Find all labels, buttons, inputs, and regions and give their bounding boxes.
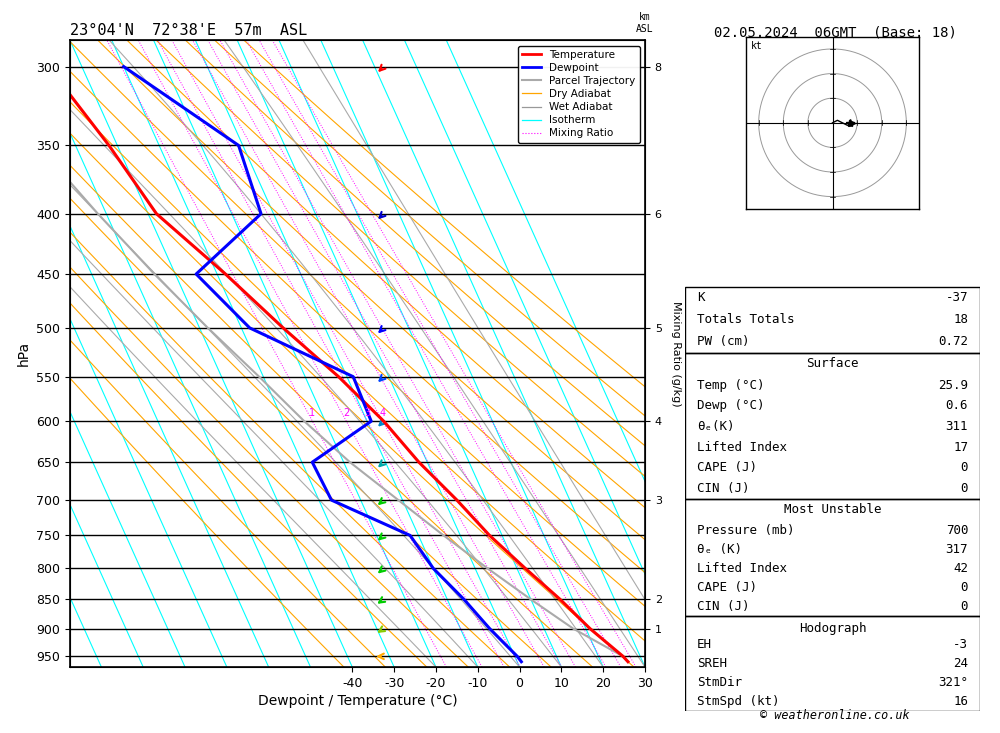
Legend: Temperature, Dewpoint, Parcel Trajectory, Dry Adiabat, Wet Adiabat, Isotherm, Mi: Temperature, Dewpoint, Parcel Trajectory… xyxy=(518,45,640,143)
Text: Lifted Index: Lifted Index xyxy=(697,441,787,454)
Text: 24: 24 xyxy=(953,658,968,670)
Bar xyxy=(685,499,980,616)
Text: CIN (J): CIN (J) xyxy=(697,482,749,495)
Text: 17: 17 xyxy=(953,441,968,454)
Text: 0: 0 xyxy=(961,461,968,474)
Text: CIN (J): CIN (J) xyxy=(697,600,749,613)
Text: Most Unstable: Most Unstable xyxy=(784,503,881,516)
Text: 16: 16 xyxy=(953,695,968,708)
X-axis label: Dewpoint / Temperature (°C): Dewpoint / Temperature (°C) xyxy=(258,694,457,708)
Text: 23°04'N  72°38'E  57m  ASL: 23°04'N 72°38'E 57m ASL xyxy=(70,23,307,38)
Text: 0: 0 xyxy=(961,581,968,594)
Text: EH: EH xyxy=(697,638,712,652)
Text: StmDir: StmDir xyxy=(697,676,742,689)
Text: 3: 3 xyxy=(364,408,370,418)
Bar xyxy=(685,287,980,353)
Text: 1: 1 xyxy=(309,408,315,418)
Text: CAPE (J): CAPE (J) xyxy=(697,581,757,594)
Text: 321°: 321° xyxy=(938,676,968,689)
Text: θₑ(K): θₑ(K) xyxy=(697,420,734,433)
Text: 2: 2 xyxy=(343,408,349,418)
Bar xyxy=(685,353,980,499)
Text: -37: -37 xyxy=(946,292,968,304)
Text: 0: 0 xyxy=(961,600,968,613)
Y-axis label: hPa: hPa xyxy=(17,341,31,366)
Text: 18: 18 xyxy=(953,313,968,326)
Text: 02.05.2024  06GMT  (Base: 18): 02.05.2024 06GMT (Base: 18) xyxy=(714,26,956,40)
Text: 0.72: 0.72 xyxy=(938,335,968,348)
Y-axis label: Mixing Ratio (g/kg): Mixing Ratio (g/kg) xyxy=(671,301,681,407)
Text: Surface: Surface xyxy=(806,357,859,370)
Text: 42: 42 xyxy=(953,562,968,575)
Text: 25.9: 25.9 xyxy=(938,378,968,391)
Text: Dewp (°C): Dewp (°C) xyxy=(697,399,764,412)
Text: © weatheronline.co.uk: © weatheronline.co.uk xyxy=(760,709,910,722)
Text: Temp (°C): Temp (°C) xyxy=(697,378,764,391)
Text: 317: 317 xyxy=(946,543,968,556)
Text: km
ASL: km ASL xyxy=(636,12,654,34)
Text: 0: 0 xyxy=(961,482,968,495)
Bar xyxy=(685,616,980,711)
Text: 700: 700 xyxy=(946,524,968,537)
Text: -3: -3 xyxy=(953,638,968,652)
Text: 311: 311 xyxy=(946,420,968,433)
Text: θₑ (K): θₑ (K) xyxy=(697,543,742,556)
Text: SREH: SREH xyxy=(697,658,727,670)
Text: K: K xyxy=(697,292,704,304)
Text: Hodograph: Hodograph xyxy=(799,622,866,635)
Text: 4: 4 xyxy=(380,408,386,418)
Text: kt: kt xyxy=(751,41,763,51)
Text: Lifted Index: Lifted Index xyxy=(697,562,787,575)
Text: Totals Totals: Totals Totals xyxy=(697,313,794,326)
Text: 0.6: 0.6 xyxy=(946,399,968,412)
Text: StmSpd (kt): StmSpd (kt) xyxy=(697,695,779,708)
Text: PW (cm): PW (cm) xyxy=(697,335,749,348)
Text: Pressure (mb): Pressure (mb) xyxy=(697,524,794,537)
Text: CAPE (J): CAPE (J) xyxy=(697,461,757,474)
